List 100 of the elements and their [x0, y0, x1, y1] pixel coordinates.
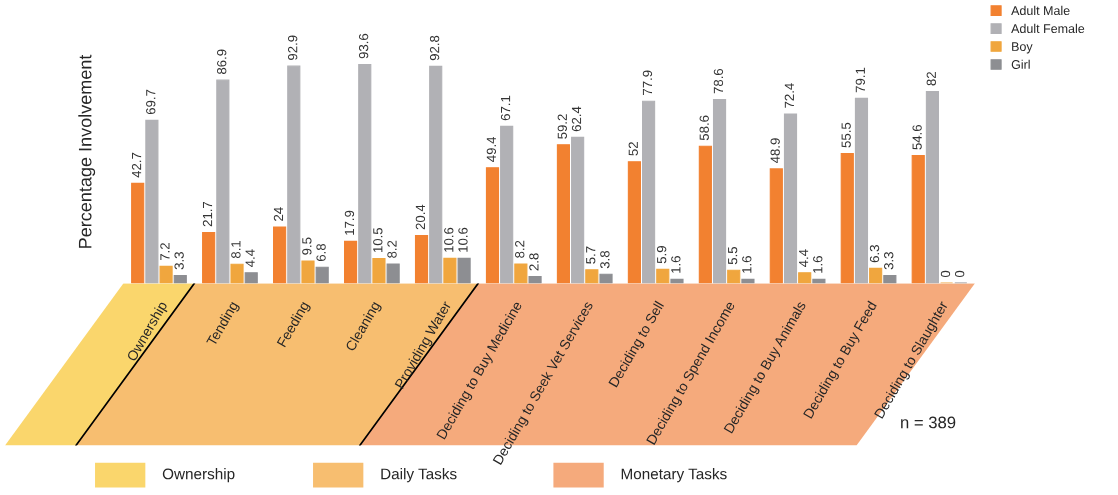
- data-label: 49.4: [486, 136, 497, 162]
- data-label: 2.8: [529, 253, 539, 271]
- data-label: 1.6: [813, 256, 823, 273]
- bar: [273, 226, 287, 284]
- data-label: 5.5: [728, 246, 738, 265]
- data-label: 1.6: [671, 256, 681, 273]
- bar: [642, 100, 656, 284]
- bar: [556, 144, 571, 284]
- bar: [741, 278, 755, 284]
- bar: [414, 234, 429, 284]
- legend-label: Adult Female: [1011, 23, 1085, 34]
- data-label: 78.6: [713, 68, 724, 94]
- bar: [925, 91, 940, 284]
- text: n = 389: [901, 416, 956, 429]
- bar: [869, 267, 883, 284]
- text: Monetary Tasks: [621, 468, 727, 483]
- data-label: 0: [940, 270, 951, 278]
- bar: [656, 268, 670, 284]
- bar: [627, 161, 641, 284]
- bar: [514, 263, 528, 284]
- data-label: 8.2: [387, 240, 397, 258]
- data-label: 10.5: [373, 227, 383, 253]
- data-label: 93.6: [358, 33, 369, 59]
- data-label: 10.6: [458, 227, 468, 252]
- data-label: 92.9: [288, 35, 298, 60]
- data-label: 86.9: [217, 49, 227, 75]
- bar: [854, 97, 869, 284]
- data-label: 24: [273, 207, 284, 221]
- bar: [670, 278, 684, 284]
- data-label: 8.2: [515, 240, 525, 258]
- bar: [528, 276, 542, 284]
- data-label: 7.2: [160, 243, 170, 261]
- data-label: 20.4: [415, 204, 426, 230]
- data-label: 10.6: [444, 227, 454, 252]
- data-label: 3.3: [174, 252, 184, 270]
- bar: [287, 65, 301, 284]
- data-label: 17.9: [344, 210, 355, 235]
- bar: [798, 272, 812, 284]
- bar: [216, 79, 230, 284]
- data-label: 4.4: [245, 249, 255, 267]
- data-label: 69.7: [146, 89, 156, 115]
- data-label: 8.1: [231, 240, 241, 259]
- bar: [230, 263, 244, 284]
- text: Ownership: [162, 468, 235, 483]
- bar: [769, 168, 783, 284]
- bar: [783, 113, 798, 284]
- bar: [727, 269, 741, 284]
- bar: [202, 231, 216, 284]
- data-label: 54.6: [912, 124, 922, 150]
- data-label: 77.9: [642, 70, 653, 95]
- text: Daily Tasks: [381, 468, 457, 483]
- bar: [429, 65, 443, 284]
- bar: [173, 274, 187, 284]
- bar: [812, 278, 826, 284]
- bar: [911, 155, 925, 284]
- bar: [343, 240, 358, 284]
- data-label: 79.1: [855, 67, 866, 93]
- bar: [443, 257, 457, 284]
- data-label: 52: [628, 142, 638, 156]
- data-label: 9.5: [302, 237, 312, 255]
- bar: [500, 125, 514, 284]
- bar: [301, 260, 315, 284]
- bar: [358, 63, 372, 284]
- data-label: 3.3: [884, 252, 894, 270]
- data-label: 3.8: [600, 250, 610, 269]
- data-label: 5.7: [586, 246, 596, 264]
- bar: [372, 258, 386, 284]
- bar: [883, 274, 897, 284]
- data-label: 59.2: [557, 114, 567, 139]
- data-label: 72.4: [784, 83, 794, 108]
- bar: [244, 272, 258, 284]
- bar: [485, 167, 500, 284]
- data-label: 55.5: [841, 122, 851, 148]
- bar: [315, 266, 329, 284]
- bar: [585, 269, 599, 284]
- legend-label: Adult Male: [1011, 5, 1070, 16]
- bar: [457, 257, 471, 284]
- data-label: 6.8: [316, 243, 326, 262]
- data-label: 42.7: [131, 152, 142, 178]
- data-label: 0: [955, 270, 965, 278]
- bar: [698, 145, 712, 284]
- y-axis-title: Percentage Involvement: [78, 54, 96, 248]
- bar: [571, 136, 585, 284]
- data-label: 92.8: [429, 35, 440, 61]
- data-label: 21.7: [202, 201, 213, 227]
- bar: [599, 273, 613, 284]
- data-label: 82: [926, 72, 936, 86]
- data-label: 5.9: [656, 246, 667, 264]
- bar: [159, 265, 173, 284]
- bar: [145, 119, 159, 284]
- data-label: 58.6: [699, 115, 709, 141]
- legend-label: Boy: [1012, 42, 1033, 54]
- data-label: 1.6: [742, 256, 752, 273]
- data-label: 62.4: [571, 106, 582, 132]
- data-label: 4.4: [799, 249, 809, 267]
- legend-label: Girl: [1011, 59, 1030, 69]
- bar: [712, 98, 727, 284]
- bar: [840, 152, 854, 284]
- data-label: 48.9: [770, 138, 780, 164]
- bar: [131, 182, 145, 284]
